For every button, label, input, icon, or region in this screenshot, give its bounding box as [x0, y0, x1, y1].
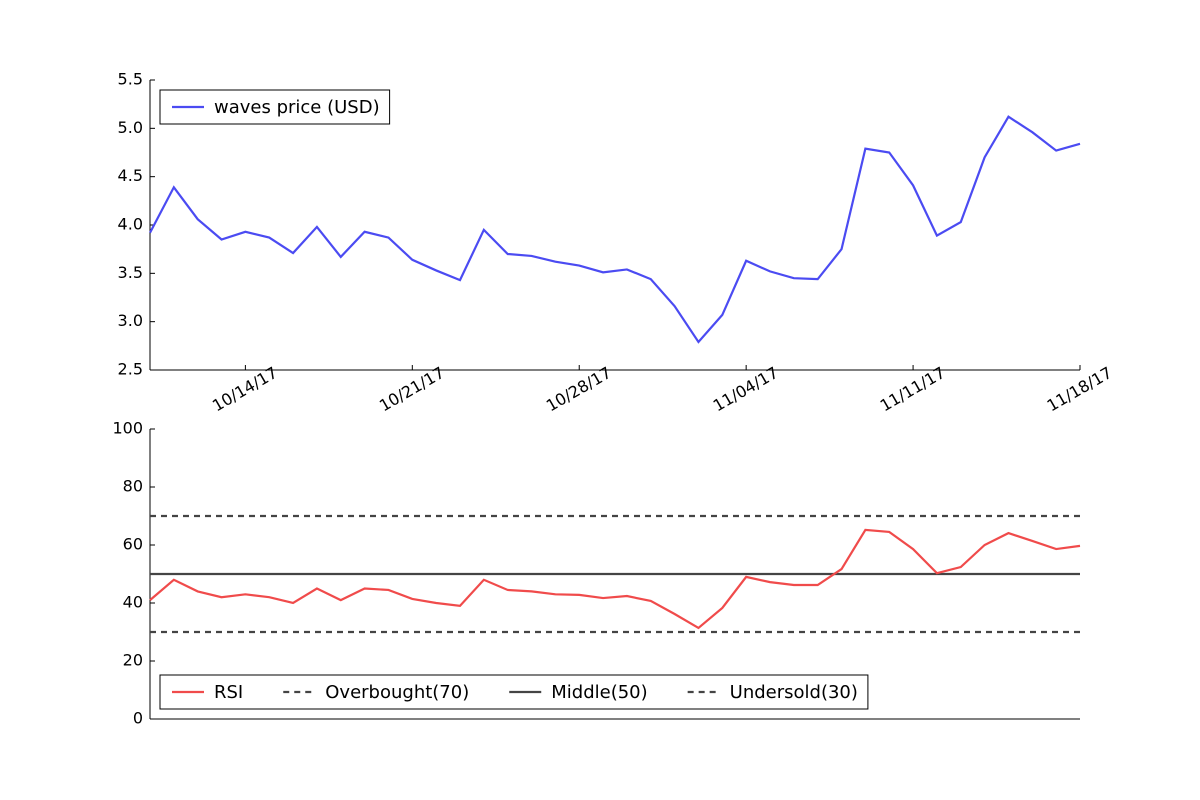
y-tick-label: 20: [123, 651, 143, 670]
y-tick-label: 80: [123, 477, 143, 496]
y-tick-label: 3.5: [118, 263, 143, 282]
y-tick-label: 4.0: [118, 215, 143, 234]
y-tick-label: 4.5: [118, 166, 143, 185]
x-tick-label: 11/04/17: [710, 363, 782, 415]
legend: RSI Overbought(70) Middle(50) Undersold(30): [159, 674, 869, 710]
legend: waves price (USD): [159, 89, 391, 125]
legend-label: waves price (USD): [214, 97, 380, 118]
x-tick-label: 10/21/17: [376, 363, 448, 415]
y-tick-label: 0: [133, 709, 143, 728]
x-tick-label: 10/28/17: [543, 363, 615, 415]
x-tick-label: 11/11/17: [877, 363, 949, 415]
y-tick-label: 5.0: [118, 118, 143, 137]
data-line: [149, 115, 1081, 344]
y-tick-label: 3.0: [118, 311, 143, 330]
y-tick-label: 60: [123, 535, 143, 554]
y-tick-label: 100: [112, 419, 143, 438]
legend-label: Overbought(70): [325, 682, 469, 703]
y-tick-label: 40: [123, 593, 143, 612]
y-tick-label: 5.5: [118, 70, 143, 89]
x-tick-label: 10/14/17: [209, 363, 281, 415]
x-tick-label: 11/18/17: [1044, 363, 1116, 415]
legend-label: Middle(50): [551, 682, 647, 703]
y-tick-label: 2.5: [118, 360, 143, 379]
data-line: [149, 528, 1081, 630]
legend-label: Undersold(30): [730, 682, 858, 703]
legend-label: RSI: [214, 682, 243, 703]
